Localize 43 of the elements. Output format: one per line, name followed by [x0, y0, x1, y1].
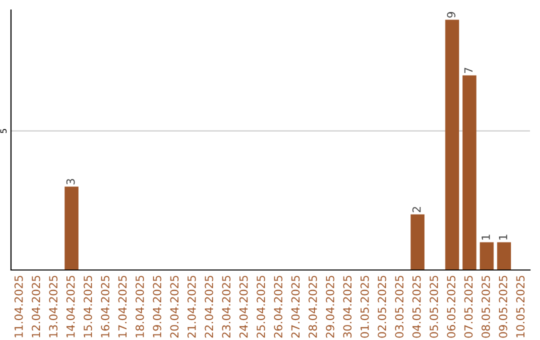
x-tick-label: 13.04.2025: [49, 276, 58, 338]
x-tick-label: 12.04.2025: [32, 276, 40, 338]
x-tick-label: 06.05.2025: [446, 276, 456, 338]
bar: [445, 20, 460, 270]
x-tick-label: 02.05.2025: [378, 276, 386, 338]
x-tick-label: 01.05.2025: [360, 276, 369, 338]
y-tick-label: 5: [0, 129, 7, 133]
x-tick-label: 08.05.2025: [482, 276, 490, 338]
x-tick-label: 11.04.2025: [14, 276, 23, 338]
data-label: 1: [499, 234, 508, 240]
x-tick-label: 26.04.2025: [274, 276, 282, 338]
x-tick-label: 09.05.2025: [498, 276, 508, 338]
data-label: 3: [66, 179, 75, 184]
bar: [497, 242, 511, 270]
x-tick-label: 16.04.2025: [100, 276, 110, 338]
x-tick-label: 28.04.2025: [308, 276, 317, 338]
x-tick-label: 07.05.2025: [464, 276, 473, 338]
bar: [64, 186, 78, 270]
x-tick-label: 17.04.2025: [118, 276, 127, 338]
x-tick-label: 30.04.2025: [343, 276, 352, 338]
data-label: 1: [482, 234, 490, 240]
bar: [462, 75, 476, 270]
x-tick-label: 24.04.2025: [239, 276, 248, 338]
x-tick-label: 23.04.2025: [222, 276, 230, 338]
x-tick-label: 22.04.2025: [204, 276, 214, 338]
data-label: 2: [412, 207, 421, 212]
x-tick-label: 10.05.2025: [516, 276, 525, 338]
x-tick-label: 14.04.2025: [66, 276, 75, 338]
x-tick-label: 20.04.2025: [170, 276, 179, 338]
x-tick-label: 21.04.2025: [187, 276, 196, 338]
x-tick-label: 15.04.2025: [84, 276, 92, 338]
x-tick-label: 03.05.2025: [395, 276, 404, 338]
x-tick-label: 29.04.2025: [326, 276, 334, 338]
bar: [410, 214, 424, 270]
x-tick-label: 25.04.2025: [256, 276, 266, 338]
x-tick-label: 05.05.2025: [430, 276, 438, 338]
x-tick-label: 19.04.2025: [152, 276, 162, 338]
bar: [480, 242, 494, 270]
data-label: 9: [446, 12, 456, 18]
x-tick-label: 04.05.2025: [412, 276, 421, 338]
x-tick-label: 18.04.2025: [136, 276, 144, 338]
data-label: 7: [464, 68, 473, 74]
x-tick-label: 27.04.2025: [291, 276, 300, 338]
